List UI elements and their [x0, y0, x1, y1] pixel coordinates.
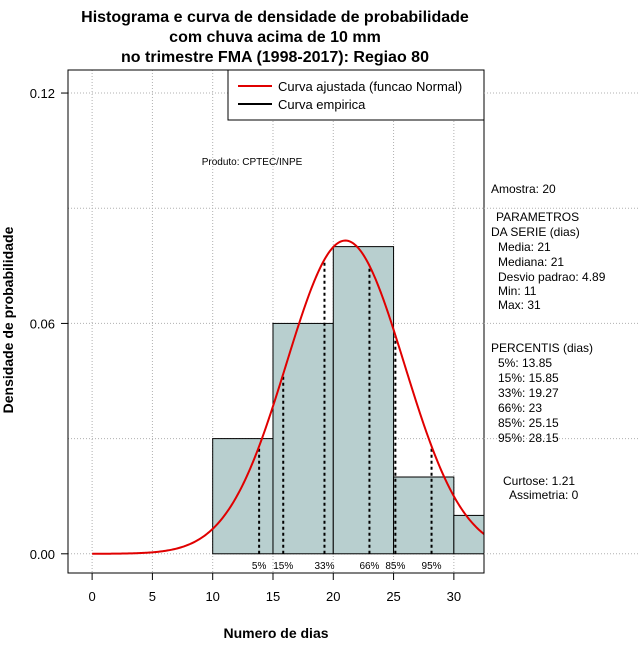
p85-text: 85%: 25.15 [498, 416, 559, 430]
percentile-lines-layer: 5% 15% 33% 66% 85% 95% [252, 259, 442, 572]
percentile-label-4: 85% [385, 561, 405, 572]
p66-text: 66%: 23 [498, 401, 542, 415]
chart-title-line-3: no trimestre FMA (1998-2017): Regiao 80 [121, 49, 429, 66]
media-text: Media: 21 [498, 240, 551, 254]
histogram-bar-2 [332, 246, 395, 555]
percentile-label-0: 5% [252, 561, 267, 572]
x-tick-label-2: 10 [205, 589, 219, 604]
p95-text: 95%: 28.15 [498, 431, 559, 445]
chart-title-line-2: com chuva acima de 10 mm [169, 29, 381, 46]
x-axis-label: Numero de dias [223, 625, 328, 641]
max-text: Max: 31 [498, 298, 541, 312]
legend-label-normal: Curva ajustada (funcao Normal) [278, 79, 462, 94]
axes-layer: 0 5 10 15 20 25 30 0.00 0.06 0.12 [30, 86, 461, 604]
x-tick-label-5: 25 [386, 589, 400, 604]
percentis-title: PERCENTIS (dias) [491, 341, 593, 355]
percentile-label-2: 33% [314, 561, 334, 572]
normal-curve-line [92, 239, 484, 555]
produto-label: Produto: CPTEC/INPE [202, 157, 303, 168]
percentile-label-1: 15% [273, 561, 293, 572]
mediana-text: Mediana: 21 [498, 255, 564, 269]
histogram-bar-4 [453, 514, 484, 555]
percentile-labels: 5% 15% 33% 66% 85% 95% [252, 561, 442, 572]
y-tick-label-1: 0.06 [30, 316, 55, 331]
x-tick-label-3: 15 [266, 589, 280, 604]
legend-label-empirica: Curva empirica [278, 97, 366, 112]
x-tick-label-0: 0 [88, 589, 95, 604]
legend-box [227, 69, 485, 121]
percentile-label-5: 95% [422, 561, 442, 572]
histogram-bar-3 [393, 476, 455, 555]
p33-text: 33%: 19.27 [498, 386, 559, 400]
bars-layer [212, 246, 484, 555]
assimetria-text: Assimetria: 0 [509, 488, 579, 502]
y-tick-label-2: 0.12 [30, 86, 55, 101]
histogram-bar-0 [212, 438, 274, 555]
p5-text: 5%: 13.85 [498, 356, 552, 370]
x-tick-label-1: 5 [149, 589, 156, 604]
percentile-label-3: 66% [359, 561, 379, 572]
normal-curve-layer [92, 239, 484, 555]
parametros-title-1: PARAMETROS [496, 210, 579, 224]
curtose-text: Curtose: 1.21 [503, 474, 575, 488]
chart-title-line-1: Histograma e curva de densidade de proba… [81, 9, 469, 26]
x-tick-label-6: 30 [447, 589, 461, 604]
y-tick-label-0: 0.00 [30, 547, 55, 562]
x-tick-label-4: 20 [326, 589, 340, 604]
legend: Curva ajustada (funcao Normal) Curva emp… [227, 69, 485, 121]
amostra-text: Amostra: 20 [491, 182, 556, 196]
parametros-title-2: DA SERIE (dias) [491, 225, 580, 239]
desvio-text: Desvio padrao: 4.89 [498, 270, 606, 284]
side-info: Amostra: 20 PARAMETROS DA SERIE (dias) M… [491, 182, 606, 502]
p15-text: 15%: 15.85 [498, 371, 559, 385]
y-axis-label: Densidade de probabilidade [0, 226, 16, 413]
min-text: Min: 11 [498, 284, 537, 298]
